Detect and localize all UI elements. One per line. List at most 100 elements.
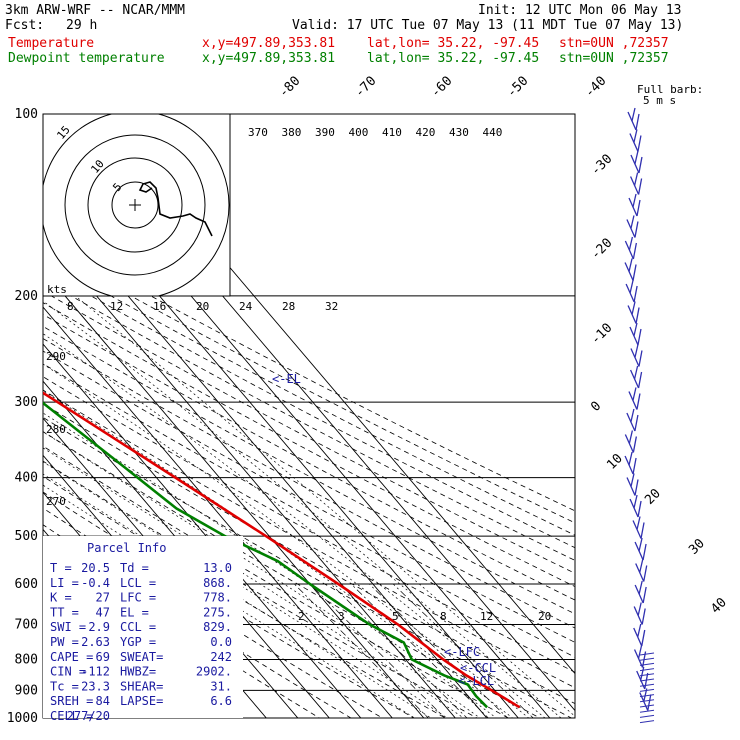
- parcel-cell-6-3: 242: [210, 650, 232, 664]
- hodograph-speed-label-20: 20: [196, 300, 209, 313]
- barb-legend: Full barb: 5 m s: [637, 83, 703, 107]
- parcel-cell-1-3: 868.: [203, 576, 232, 590]
- wind-barb-lower: [639, 683, 655, 687]
- barb-legend-units: 5 m s: [643, 94, 676, 107]
- sounding-profiles: [43, 391, 521, 709]
- wind-barb: [629, 129, 642, 152]
- wind-barb: [624, 258, 637, 281]
- dry-adiabat: [43, 268, 575, 549]
- wind-barb-flag: [637, 645, 643, 659]
- mixing-ratio-line: [330, 583, 468, 718]
- wind-barb-flag: [634, 479, 639, 496]
- parcel-cell-2-1: 27: [96, 591, 110, 605]
- model-title: 3km ARW-WRF -- NCAR/MMM: [5, 3, 185, 18]
- hodograph-speed-label-16: 16: [153, 300, 166, 313]
- wind-barb-flag: [644, 672, 649, 690]
- wind-barb-flag: [638, 580, 643, 595]
- wind-barb-flag: [630, 408, 635, 423]
- pressure-label-400: 400: [15, 471, 38, 486]
- dry-adiabat: [43, 246, 575, 524]
- wind-barb-lower: [639, 662, 655, 666]
- wind-barb: [627, 107, 640, 131]
- parcel-cell-6-0: CAPE =: [50, 650, 93, 664]
- wind-barb: [635, 559, 648, 582]
- moist-adiabat: [43, 333, 546, 718]
- parcel-cell-10-0: CELL =: [50, 709, 93, 723]
- moist-adiabat: [43, 390, 514, 718]
- valid-time: Valid: 17 UTC Tue 07 May 13 (11 MDT Tue …: [292, 18, 683, 33]
- pressure-label-500: 500: [15, 529, 38, 544]
- parcel-cell-9-1: 84: [96, 694, 110, 708]
- wind-barb: [628, 193, 641, 217]
- wind-barb-flag: [634, 221, 639, 238]
- mixing-ratio-line: [392, 583, 534, 718]
- temperature-profile: [43, 391, 521, 709]
- wind-barb: [624, 430, 637, 453]
- wind-barb: [624, 451, 637, 475]
- wind-barb-lower: [639, 714, 655, 718]
- wind-barb-flag: [638, 350, 643, 367]
- wind-barb: [629, 172, 643, 195]
- marker-ccl: <-CCL: [460, 661, 496, 675]
- pressure-label-200: 200: [15, 289, 38, 304]
- dry-adiabat: [43, 290, 575, 574]
- dry-adiabat: [43, 338, 575, 629]
- wind-barb: [626, 408, 639, 432]
- wind-barb: [630, 150, 643, 174]
- parcel-cell-3-2: EL =: [120, 605, 149, 619]
- isotherm-label--30: -30: [588, 152, 615, 179]
- wind-barb-flag: [635, 113, 640, 131]
- wind-barb: [633, 602, 646, 625]
- parcel-cell-10-1: 277/20: [67, 709, 110, 723]
- isotherm-line: [43, 269, 425, 718]
- wind-barb: [626, 473, 639, 496]
- dry-adiabat: [43, 313, 575, 601]
- wind-barb-flag: [632, 387, 637, 401]
- wind-barb-flag: [638, 156, 643, 174]
- mixing-ratio-label-5: 5: [392, 610, 399, 623]
- isotherm-label--60: -60: [428, 74, 455, 101]
- parcel-cell-6-1: 69: [96, 650, 110, 664]
- header: 3km ARW-WRF -- NCAR/MMM Init: 12 UTC Mon…: [5, 3, 683, 66]
- parcel-cell-7-2: HWBZ=: [120, 665, 156, 679]
- wind-barb: [628, 387, 641, 410]
- moist-adiabat: [74, 295, 575, 717]
- wind-barb-flag: [643, 565, 648, 582]
- wind-barb-lower: [639, 688, 655, 692]
- parcel-cell-4-0: SWI =: [50, 620, 86, 634]
- parcel-cell-0-3: 13.0: [203, 561, 232, 575]
- dry-adiabat: [43, 507, 384, 718]
- isotherm-label-20: 20: [642, 486, 664, 508]
- hodograph-units: kts: [47, 283, 67, 296]
- parcel-cell-9-3: 6.6: [210, 694, 232, 708]
- pressure-label-300: 300: [15, 395, 38, 410]
- wind-barb: [627, 301, 640, 324]
- dewpoint-profile: [43, 401, 489, 709]
- wind-barb: [633, 645, 647, 668]
- wind-barb: [625, 279, 638, 303]
- hodograph-ring: [64, 134, 206, 276]
- wind-barb-flag: [636, 393, 641, 410]
- wind-barb: [624, 236, 638, 260]
- wind-barb-flag: [637, 328, 642, 346]
- mixing-ratio-label-2: 2: [298, 610, 305, 623]
- temp-xy: x,y=497.89,353.81: [202, 36, 335, 51]
- parcel-cell-4-1: 2.9: [88, 620, 110, 634]
- parcel-cell-5-2: YGP =: [120, 635, 156, 649]
- wind-barb-flag: [637, 178, 643, 195]
- plot-frame: [42, 113, 576, 719]
- wind-barbs: [624, 107, 655, 724]
- theta-label-390: 390: [315, 126, 335, 139]
- isotherm-line: [43, 380, 330, 718]
- theta-label-430: 430: [449, 126, 469, 139]
- parcel-cell-2-0: K =: [50, 591, 72, 605]
- dew-xy: x,y=497.89,353.81: [202, 51, 335, 66]
- wind-barb-flag: [629, 279, 634, 294]
- wind-barb-flag: [633, 322, 638, 337]
- parcel-cell-0-2: Td =: [120, 561, 149, 575]
- dry-adiabat: [43, 460, 478, 718]
- moist-adiabat: [43, 431, 481, 718]
- isotherm-label-40: 40: [708, 595, 730, 617]
